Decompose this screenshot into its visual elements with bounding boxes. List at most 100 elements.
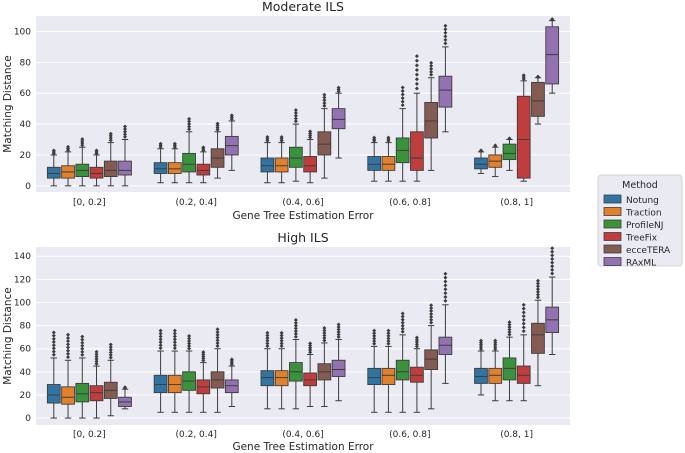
iqr-box bbox=[196, 163, 211, 176]
outlier-point bbox=[201, 354, 206, 359]
box-raxml bbox=[331, 322, 346, 402]
outlier-point bbox=[479, 340, 483, 345]
outlier-point bbox=[550, 17, 555, 22]
box-treefix bbox=[410, 54, 424, 182]
outlier-point bbox=[521, 314, 526, 319]
iqr-box bbox=[531, 322, 545, 354]
outlier-point bbox=[429, 66, 434, 71]
x-tick-label: [0, 0.2] bbox=[73, 430, 106, 440]
outlier-point bbox=[493, 346, 498, 351]
outlier-point bbox=[493, 344, 498, 349]
outlier-point bbox=[108, 138, 113, 143]
y-tick-label: 100 bbox=[14, 298, 31, 308]
box-eccetera bbox=[424, 303, 439, 410]
iqr-box bbox=[474, 157, 488, 170]
y-tick-label: 40 bbox=[20, 120, 32, 130]
outlier-point bbox=[94, 359, 99, 364]
outlier-point bbox=[187, 124, 192, 129]
outlier-point bbox=[535, 74, 540, 79]
outlier-point bbox=[400, 96, 405, 101]
outlier-point bbox=[308, 129, 313, 134]
box-notung bbox=[260, 135, 275, 184]
outlier-point bbox=[493, 342, 498, 347]
panel-title-top: Moderate ILS bbox=[262, 0, 344, 14]
outlier-point bbox=[386, 336, 391, 341]
outlier-point bbox=[108, 355, 113, 360]
outlier-point bbox=[158, 340, 163, 345]
x-axis-label-top: Gene Tree Estimation Error bbox=[232, 210, 374, 222]
iqr-box bbox=[502, 357, 517, 381]
outlier-point bbox=[400, 89, 405, 94]
iqr-box bbox=[103, 160, 118, 178]
legend-swatch-notung bbox=[603, 194, 622, 204]
outlier-point bbox=[493, 338, 498, 343]
outlier-point bbox=[372, 333, 377, 338]
outlier-point bbox=[535, 284, 540, 289]
outlier-point bbox=[201, 356, 206, 361]
legend-title: Method bbox=[622, 180, 658, 191]
outlier-point bbox=[172, 346, 177, 351]
outlier-point bbox=[308, 350, 313, 355]
outlier-point bbox=[493, 143, 498, 148]
box-treefix bbox=[410, 335, 424, 413]
outlier-point bbox=[443, 27, 448, 32]
box-treefix bbox=[196, 145, 211, 184]
outlier-point bbox=[550, 249, 555, 254]
iqr-box bbox=[474, 367, 488, 384]
outlier-point bbox=[550, 253, 555, 258]
box-treefix bbox=[89, 349, 104, 419]
iqr-box bbox=[331, 359, 346, 377]
iqr-box bbox=[438, 336, 453, 355]
outlier-point bbox=[172, 334, 177, 339]
legend-label-treefix: TreeFix bbox=[625, 234, 658, 244]
outlier-point bbox=[51, 352, 56, 357]
outlier-point bbox=[414, 68, 419, 73]
outlier-point bbox=[414, 335, 419, 340]
outlier-point bbox=[94, 356, 99, 361]
outlier-point bbox=[521, 310, 526, 315]
outlier-point bbox=[158, 337, 163, 342]
outlier-point bbox=[372, 331, 377, 336]
outlier-point bbox=[80, 337, 85, 342]
outlier-point bbox=[429, 311, 434, 316]
outlier-point bbox=[322, 335, 327, 340]
outlier-point bbox=[386, 328, 391, 333]
outlier-point bbox=[158, 331, 163, 336]
outlier-point bbox=[80, 340, 85, 345]
legend-swatch-traction bbox=[603, 207, 622, 216]
y-tick-label: 140 bbox=[14, 252, 31, 262]
outlier-point bbox=[187, 127, 192, 132]
outlier-point bbox=[400, 320, 405, 325]
box-notung bbox=[46, 330, 61, 419]
iqr-box bbox=[516, 365, 531, 384]
outlier-point bbox=[80, 143, 85, 148]
iqr-box bbox=[46, 166, 61, 179]
outlier-point bbox=[521, 306, 526, 311]
outlier-point bbox=[521, 317, 526, 322]
outlier-point bbox=[336, 329, 341, 334]
outlier-point bbox=[443, 291, 448, 296]
outlier-point bbox=[308, 343, 313, 348]
outlier-point bbox=[172, 337, 177, 342]
outlier-point bbox=[293, 110, 298, 115]
box-traction bbox=[381, 328, 396, 413]
outlier-point bbox=[372, 336, 377, 341]
outlier-point bbox=[94, 352, 99, 357]
iqr-box bbox=[303, 372, 317, 387]
outlier-point bbox=[336, 334, 341, 339]
outlier-point bbox=[308, 133, 313, 138]
iqr-box bbox=[317, 131, 332, 156]
outlier-point bbox=[400, 92, 405, 97]
y-axis-label-bottom: Matching Distance bbox=[2, 287, 14, 385]
outlier-point bbox=[400, 326, 405, 331]
outlier-point bbox=[535, 289, 540, 294]
box-raxml bbox=[118, 124, 132, 187]
outlier-point bbox=[479, 344, 483, 349]
y-tick-label: 80 bbox=[20, 322, 32, 332]
outlier-point bbox=[187, 339, 192, 344]
outlier-point bbox=[400, 311, 405, 316]
iqr-box bbox=[153, 162, 168, 174]
outlier-point bbox=[66, 335, 71, 340]
outlier-point bbox=[322, 101, 327, 106]
outlier-point bbox=[279, 338, 284, 343]
